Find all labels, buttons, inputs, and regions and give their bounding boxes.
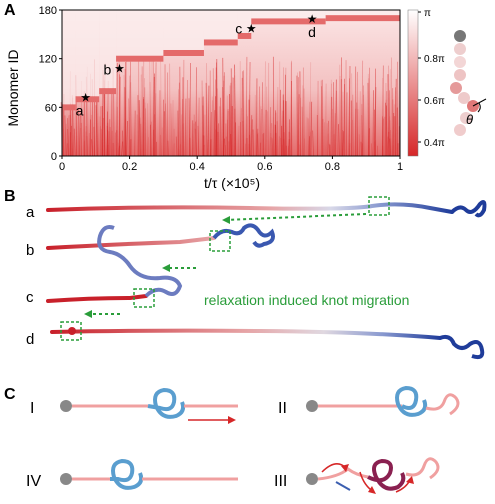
knot-band-segment (99, 88, 117, 95)
row-label-c: c (26, 289, 34, 306)
knot-band-segment (62, 104, 76, 111)
state-label-i: I (30, 400, 34, 417)
panel-letter-c: C (4, 386, 16, 403)
knot-band-segment (325, 15, 400, 22)
panel-c-schematics: I II IV III (26, 386, 460, 494)
chain-c (46, 294, 148, 303)
colorbar-tick-label: π (424, 8, 431, 19)
row-label-b: b (26, 242, 34, 259)
angle-label: θ (466, 112, 473, 127)
knot-box-a (368, 196, 390, 216)
x-tick-label: 0.6 (257, 161, 272, 173)
marker-label: c (235, 21, 242, 37)
x-axis-label: t/τ (×10⁵) (204, 175, 260, 191)
marker-star: ★ (80, 91, 91, 105)
x-tick-label: 0.8 (325, 161, 340, 173)
colorbar-tick-label: 0.4π (424, 138, 445, 149)
state-label-iv: IV (26, 473, 41, 490)
y-tick-label: 120 (39, 54, 57, 66)
panel-letter-a: A (4, 2, 16, 19)
chain-d (50, 328, 442, 340)
knot-band-segment (251, 18, 326, 25)
marker-label: b (103, 61, 111, 77)
y-tick-label: 60 (45, 102, 57, 114)
row-label-a: a (26, 204, 35, 221)
knot-band-segment (237, 32, 252, 39)
x-tick-label: 0.4 (190, 161, 205, 173)
chain-b (46, 236, 216, 250)
knot-band-segment (163, 49, 204, 56)
migration-caption: relaxation induced knot migration (204, 292, 409, 308)
state-label-iii: III (274, 473, 287, 490)
plot-frame (61, 9, 401, 157)
marker-star: ★ (114, 61, 125, 75)
marker-star: ★ (307, 12, 318, 26)
y-tick-label: 0 (51, 151, 57, 163)
colorbar (407, 9, 419, 157)
marker-label: d (308, 24, 316, 40)
row-label-d: d (26, 331, 34, 348)
x-tick-label: 0 (59, 161, 65, 173)
marker-star: ★ (246, 22, 257, 36)
panel-letter-b: B (4, 188, 16, 205)
knot-band-segment (75, 96, 100, 103)
knot-box-b (209, 230, 231, 252)
state-label-ii: II (278, 400, 287, 417)
knot-box-d (60, 321, 82, 341)
knot-band-segment (203, 39, 238, 46)
chain-a (46, 202, 454, 214)
x-tick-label: 0.2 (122, 161, 137, 173)
y-tick-label: 180 (39, 5, 57, 17)
colorbar-tick-label: 0.8π (424, 54, 445, 65)
inset-chain-diagram: θ (450, 30, 487, 136)
knot-band-segment (116, 55, 164, 62)
x-tick-label: 1 (397, 161, 403, 173)
panel-b-conformations: a b c d relaxation induced knot migratio… (26, 196, 487, 360)
colorbar-tick-label: 0.6π (424, 96, 445, 107)
knot-box-c (133, 288, 155, 308)
y-axis-label: Monomer ID (5, 49, 21, 126)
marker-label: a (76, 103, 84, 119)
